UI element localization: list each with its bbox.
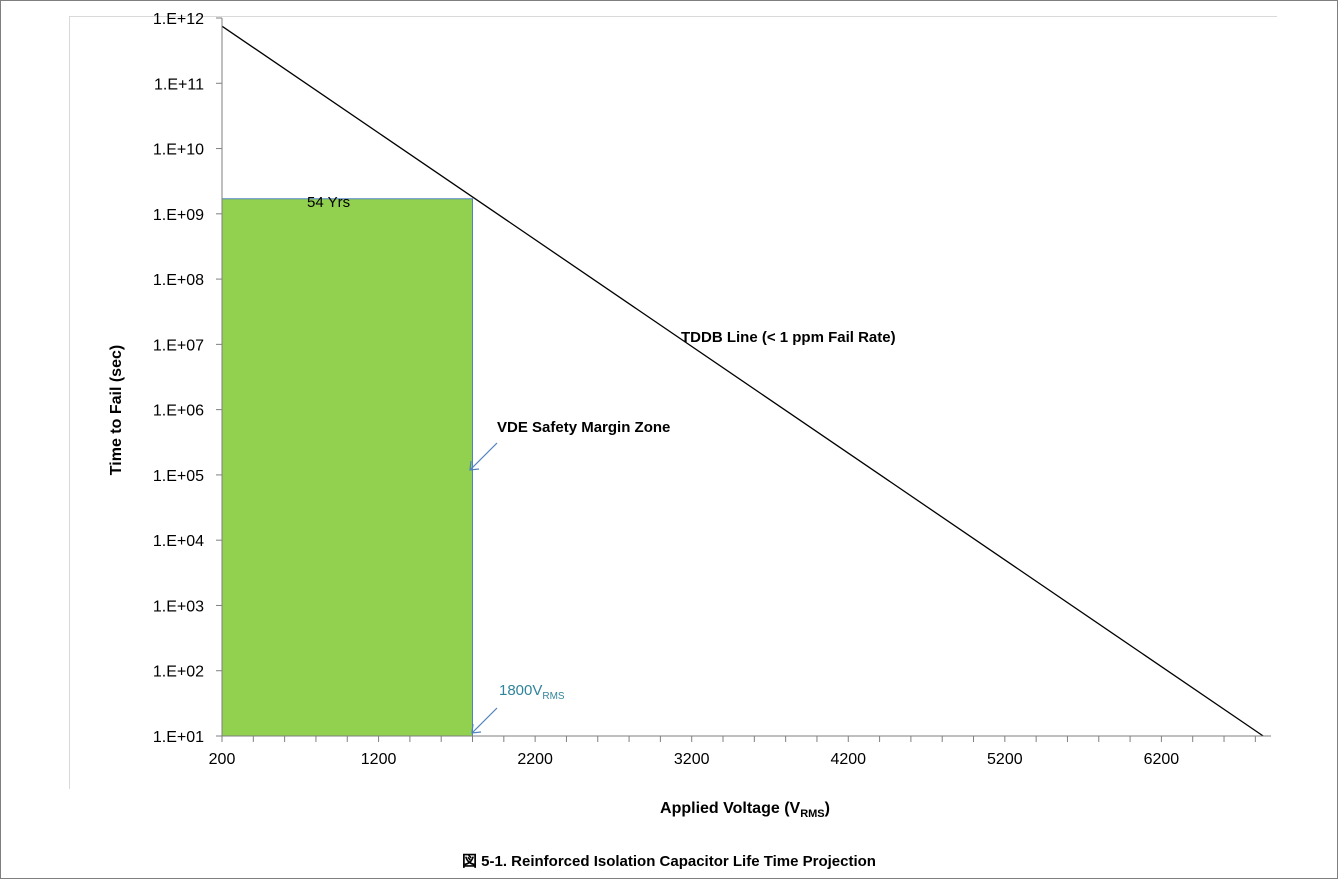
x-tick-label: 200 (209, 751, 236, 768)
series-layer (221, 25, 1264, 737)
voltage-annotation-main: 1800V (499, 682, 542, 699)
y-tick-label: 1.E+05 (153, 468, 204, 485)
tddb-line-label: TDDB Line (< 1 ppm Fail Rate) (681, 329, 896, 346)
safety-margin-zone (221, 198, 474, 737)
y-tick-label: 1.E+02 (153, 664, 204, 681)
y-tick-label: 1.E+01 (153, 729, 204, 746)
y-tick-label: 1.E+10 (153, 142, 204, 159)
x-tick-label: 5200 (987, 751, 1023, 768)
x-tick-label: 6200 (1144, 751, 1180, 768)
safety-zone-layer (221, 198, 474, 737)
figure-caption: 図 5-1. Reinforced Isolation Capacitor Li… (462, 853, 876, 870)
vde-zone-label: VDE Safety Margin Zone (497, 419, 670, 436)
tddb-line (221, 25, 1264, 737)
plot-area (69, 16, 1277, 789)
vde-arrow-head (469, 460, 480, 471)
y-tick-label: 1.E+04 (153, 533, 204, 550)
vde-pointer-arrow (469, 442, 498, 471)
y-tick-label: 1.E+09 (153, 207, 204, 224)
x-tick-label: 2200 (517, 751, 553, 768)
y-tick-label: 1.E+03 (153, 598, 204, 615)
voltage-arrow-head (471, 723, 482, 734)
x-tick-label: 1200 (361, 751, 397, 768)
y-tick-label: 1.E+06 (153, 403, 204, 420)
x-axis-title-close: ) (825, 800, 830, 817)
y-tick-label: 1.E+12 (153, 11, 204, 28)
voltage-annotation-sub: RMS (542, 691, 565, 702)
years-annotation: 54 Yrs (307, 194, 350, 211)
voltage-annotation: 1800VRMS (499, 682, 565, 702)
y-tick-label: 1.E+11 (154, 76, 204, 93)
y-tick-label: 1.E+08 (153, 272, 204, 289)
y-tick-labels: 1.E+01 1.E+02 1.E+03 1.E+04 1.E+05 1.E+06 1.E+… (153, 11, 204, 746)
x-tick-labels: 200 1200 2200 3200 4200 5200 6200 (209, 751, 1180, 768)
axes-layer (216, 17, 1271, 742)
x-tick-label: 4200 (830, 751, 866, 768)
x-axis-title: Applied Voltage (VRMS) (660, 800, 830, 820)
y-tick-label: 1.E+07 (153, 337, 204, 354)
x-axis-title-sub: RMS (800, 808, 824, 820)
voltage-pointer-arrow (471, 707, 498, 734)
x-axis-title-main: Applied Voltage (V (660, 800, 800, 817)
y-axis-title: Time to Fail (sec) (108, 345, 125, 475)
x-tick-label: 3200 (674, 751, 710, 768)
